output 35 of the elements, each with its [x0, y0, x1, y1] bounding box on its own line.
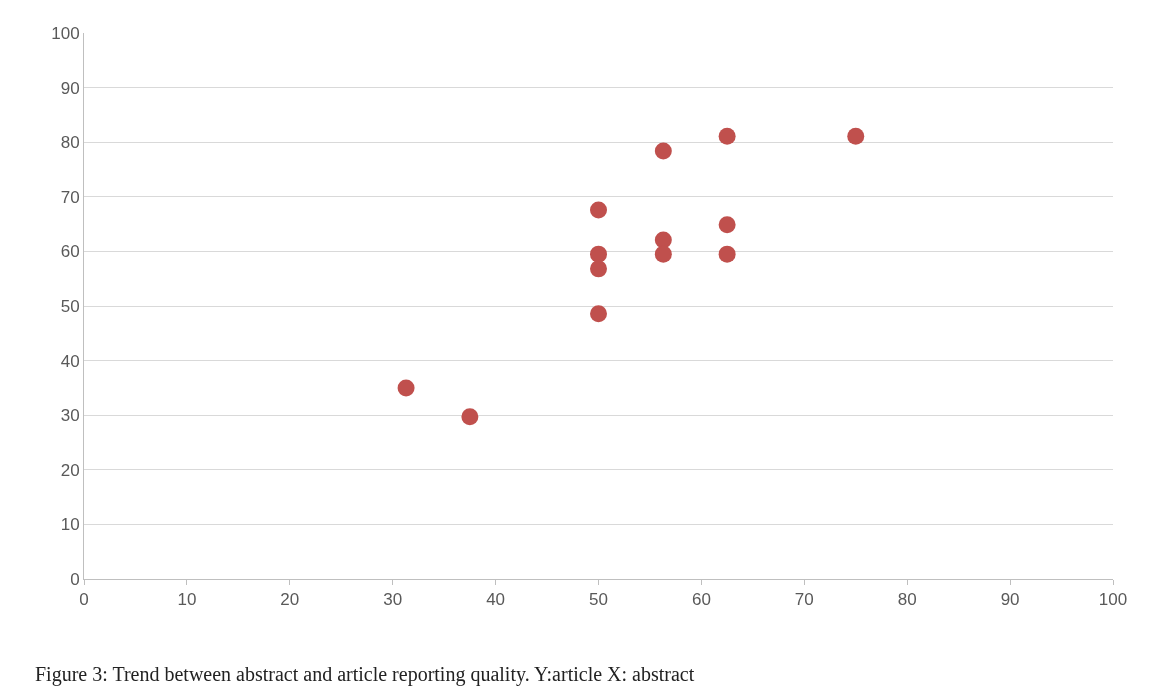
point: [654, 231, 672, 249]
x-tick-label: 50: [589, 590, 608, 610]
y-tick-label: 70: [60, 187, 80, 207]
point: [654, 245, 672, 263]
x-tick-label: 20: [280, 590, 300, 610]
point: [590, 260, 607, 278]
x-tick-label: 40: [486, 590, 506, 610]
x-tick-label: 60: [691, 590, 711, 610]
y-tick-label: 20: [60, 460, 80, 480]
y-tick-label: 80: [60, 133, 80, 153]
point: [461, 408, 479, 426]
y-tick-label: 60: [60, 242, 80, 262]
point: [590, 245, 607, 263]
point: [590, 201, 607, 219]
y-tick-label: 30: [60, 406, 80, 426]
y-tick-label: 40: [60, 351, 80, 371]
x-tick-label: 80: [897, 590, 917, 610]
y-tick-label: 100: [51, 23, 80, 43]
x-tick-label: 70: [794, 590, 814, 610]
x-tick-label: 100: [1098, 590, 1128, 610]
point: [718, 245, 736, 263]
point: [654, 142, 672, 160]
point: [590, 305, 607, 323]
x-tick-label: 10: [177, 590, 197, 610]
x-tick-label: 90: [1000, 590, 1020, 610]
y-tick-label: 90: [60, 78, 80, 98]
y-tick-label: 50: [60, 296, 80, 316]
y-tick-label: 0: [70, 569, 80, 589]
point: [847, 127, 865, 145]
point: [718, 216, 736, 234]
point: [718, 127, 736, 145]
y-tick-label: 10: [60, 515, 80, 535]
caption: Figure 3: Trend between abstract and article reporting quality. Y:article X: abstract: [35, 663, 695, 686]
point: [397, 379, 415, 397]
x-tick-label: 30: [383, 590, 403, 610]
